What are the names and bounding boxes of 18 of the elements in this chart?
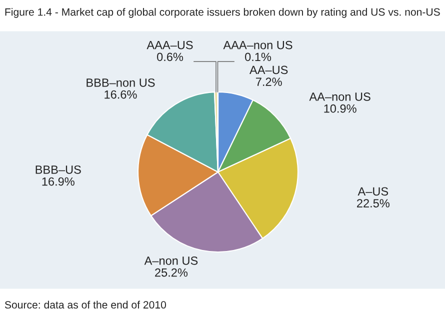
slice-label: AA–US (250, 66, 288, 74)
slice-label: BBB–non US (86, 78, 155, 87)
slice-label: BBB–US (36, 165, 81, 174)
data-label: 25.2% (155, 268, 188, 277)
slice-label: AAA–US (146, 40, 193, 50)
slice-label: AA–non US (309, 92, 370, 101)
source-note: Source: data as of the end of 2010 (4, 300, 166, 309)
data-label: 16.6% (104, 90, 137, 99)
chart-title: Figure 1.4 - Market cap of global corporate issuers broken down by rating and US vs. non-US (5, 8, 440, 18)
data-label: 16.9% (42, 177, 74, 186)
data-label: 0.6% (157, 52, 184, 62)
data-label: 10.9% (324, 104, 356, 113)
slice-label: A–US (358, 187, 388, 196)
data-label: 7.2% (256, 78, 282, 86)
slice-label: AAA–non US (223, 40, 292, 50)
data-label: 22.5% (357, 199, 390, 208)
data-label: 0.1% (245, 52, 272, 62)
slice-label: A–non US (144, 256, 198, 265)
